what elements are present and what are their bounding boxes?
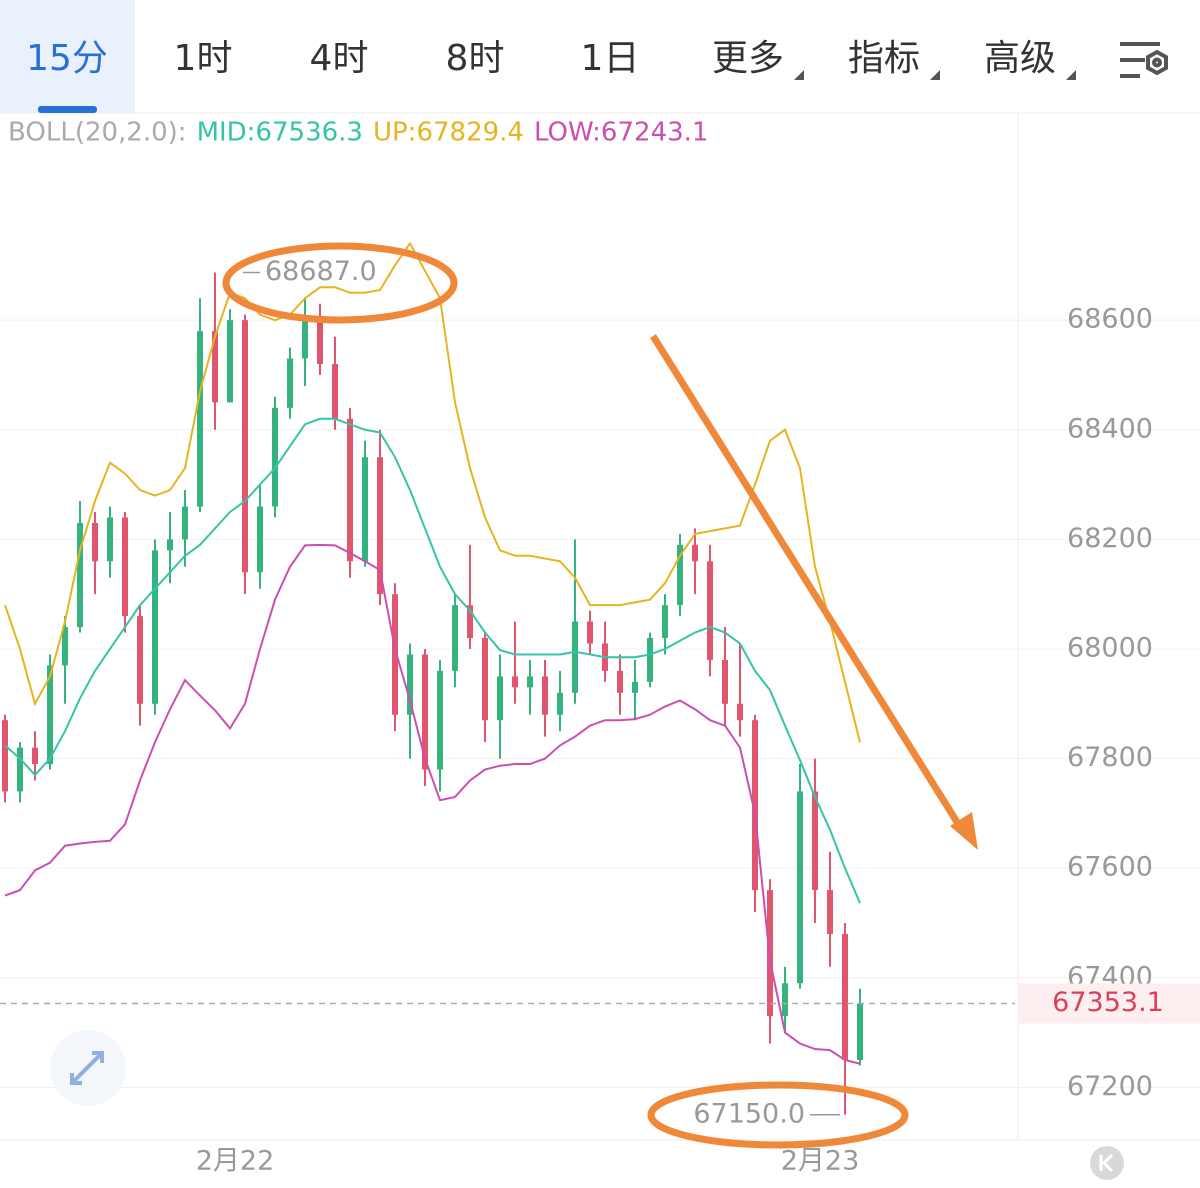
candle-body — [512, 676, 518, 688]
legend-entry: LOW:67243.1 — [534, 118, 708, 148]
candle-body — [752, 720, 758, 891]
y-tick-label: 67800 — [1067, 742, 1153, 773]
candle-body — [482, 638, 488, 721]
candle-body — [227, 320, 233, 403]
expand-button[interactable] — [50, 1030, 126, 1106]
candle-body — [812, 791, 818, 891]
candle-body — [122, 517, 128, 617]
candle-body — [242, 320, 248, 573]
boll-line — [4, 241, 861, 743]
legend-title: BOLL(20,2.0): — [8, 118, 187, 148]
candle-body — [257, 506, 263, 573]
dropdown-caret — [1066, 70, 1076, 80]
boll-line — [4, 417, 861, 904]
candle-body — [572, 621, 578, 693]
annotation-shapes — [222, 242, 978, 1149]
candle-body — [632, 681, 638, 693]
candle-body — [362, 457, 368, 562]
candle-body — [272, 407, 278, 507]
candle-body — [437, 670, 443, 770]
toolbar: 15分 1时 4时 8时 1日 更多 指标 高级 — [0, 0, 1076, 113]
last-price-tag — [1018, 983, 1200, 1024]
candle-body — [557, 692, 563, 715]
dropdown-caret — [930, 70, 940, 80]
candle-body — [452, 605, 458, 671]
tab[interactable]: 1日 — [581, 38, 640, 79]
x-tick-label: 2月23 — [781, 1146, 860, 1177]
candle-body — [62, 627, 68, 666]
candle-body — [92, 522, 98, 562]
candle-body — [617, 670, 623, 693]
dropdown-caret — [794, 70, 804, 80]
candle-body — [497, 676, 503, 721]
candle-body — [857, 1003, 863, 1060]
candle-body — [212, 331, 218, 403]
settings-icon[interactable] — [1120, 42, 1168, 78]
candle-body — [32, 747, 38, 765]
candle-body — [782, 983, 788, 1017]
last-price-label: 67353.1 — [1052, 987, 1164, 1018]
candle-body — [302, 320, 308, 359]
candle-body — [47, 665, 53, 765]
scroll-latest-button[interactable] — [1090, 1146, 1124, 1180]
boll-line — [4, 543, 861, 1065]
legend-entry: UP:67829.4 — [373, 118, 524, 148]
y-tick-label: 68600 — [1067, 304, 1153, 335]
candle-body — [737, 703, 743, 721]
candle-body — [827, 890, 833, 934]
candle-body — [2, 720, 8, 792]
candle-body — [707, 561, 713, 660]
candle-body — [107, 517, 113, 562]
candle-body — [677, 544, 683, 606]
y-tick-label: 68200 — [1067, 523, 1153, 554]
y-tick-label: 67200 — [1067, 1071, 1153, 1102]
candle-body — [587, 621, 593, 644]
active-tab-indicator — [38, 106, 97, 113]
candle-body — [77, 522, 83, 628]
tab[interactable]: 更多 — [712, 38, 784, 79]
tab[interactable]: 指标 — [848, 38, 920, 79]
candle-body — [422, 654, 428, 770]
candle-body — [287, 358, 293, 408]
candle-body — [332, 363, 338, 419]
tab[interactable]: 高级 — [984, 38, 1056, 79]
y-tick-label: 68400 — [1067, 413, 1153, 444]
candle-body — [722, 659, 728, 704]
candle-body — [527, 676, 533, 688]
active-tab-bg — [0, 0, 135, 113]
plot-area: 6720067400676006780068000682006840068600… — [0, 118, 1200, 1177]
candle-body — [182, 506, 188, 540]
candle-body — [692, 544, 698, 562]
candle-body — [797, 791, 803, 984]
candle-body — [647, 638, 653, 682]
candle-body — [317, 320, 323, 364]
candle-body — [347, 418, 353, 562]
high-label: 68687.0 — [265, 256, 377, 287]
tab[interactable]: 1时 — [174, 38, 233, 79]
candle-body — [137, 616, 143, 704]
tab[interactable]: 8时 — [446, 38, 505, 79]
candle-body — [197, 331, 203, 507]
candle-body — [467, 605, 473, 639]
legend-entry: MID:67536.3 — [197, 118, 363, 148]
y-tick-label: 67600 — [1067, 852, 1153, 883]
candle-body — [152, 550, 158, 704]
candle-body — [17, 747, 23, 792]
candle-body — [167, 539, 173, 551]
low-label: 67150.0 — [693, 1098, 805, 1129]
y-tick-label: 68000 — [1067, 632, 1153, 663]
x-tick-label: 2月22 — [196, 1146, 275, 1177]
candle-body — [542, 676, 548, 715]
tab[interactable]: 15分 — [26, 38, 108, 79]
candle-body — [407, 654, 413, 715]
candle-body — [392, 594, 398, 715]
candle-body — [842, 933, 848, 1060]
candle-body — [662, 605, 668, 639]
tab[interactable]: 4时 — [310, 38, 369, 79]
candle-body — [377, 457, 383, 595]
